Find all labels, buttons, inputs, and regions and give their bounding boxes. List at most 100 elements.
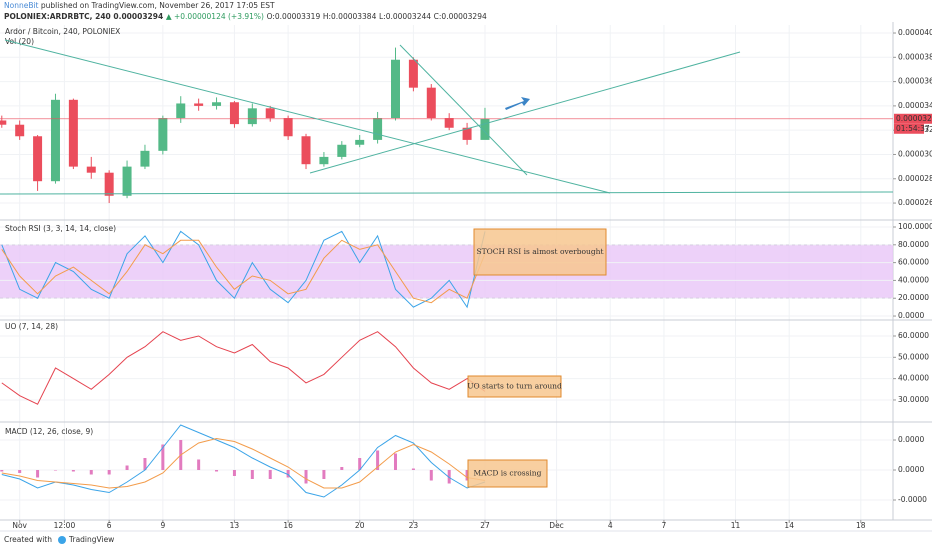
y-tick-label: 60.0000 bbox=[898, 258, 929, 267]
histogram-bar bbox=[0, 470, 4, 472]
y-tick-label: 0.00003000 bbox=[898, 149, 932, 158]
histogram-bar bbox=[18, 470, 22, 473]
histogram-bar bbox=[161, 444, 165, 470]
histogram-bar bbox=[250, 470, 254, 479]
footer-brand: TradingView bbox=[68, 535, 114, 544]
candle-body bbox=[426, 87, 436, 119]
y-tick-label: -0.0000 bbox=[898, 495, 927, 504]
ohlc-high: H:0.00003384 bbox=[323, 12, 377, 21]
candle-body bbox=[50, 99, 60, 182]
candle-body bbox=[140, 150, 150, 167]
panes: 0.00004000 0.00003800 0.00003600 0.00003400… bbox=[0, 22, 932, 530]
histogram-bar bbox=[215, 470, 219, 472]
candle-body bbox=[462, 127, 472, 140]
histogram-bar bbox=[358, 458, 362, 470]
trendline bbox=[309, 51, 741, 174]
candle-body bbox=[33, 136, 43, 182]
histogram-bar bbox=[447, 470, 451, 484]
y-tick-label: 0.0000 bbox=[898, 435, 924, 444]
histogram-bar bbox=[232, 470, 236, 476]
histogram-bar bbox=[322, 470, 326, 479]
x-tick-label: 13 bbox=[230, 521, 240, 530]
arrow bbox=[505, 97, 530, 110]
y-tick-label: 40.0000 bbox=[898, 374, 929, 383]
histogram-bar bbox=[143, 458, 147, 470]
y-tick-label: 50.0000 bbox=[898, 352, 929, 361]
series-line bbox=[1, 230, 486, 309]
candle-body bbox=[390, 59, 400, 119]
x-tick-label: Nov bbox=[12, 521, 27, 530]
candle-body bbox=[480, 118, 490, 140]
y-tick-label: 0.00004000 bbox=[898, 28, 932, 37]
histogram-bar bbox=[411, 468, 415, 470]
pane-title: Stoch RSI (3, 3, 14, 14, close) bbox=[5, 224, 116, 233]
annotation-text: STOCH RSI is almost overbought bbox=[476, 247, 603, 256]
pane-title: UO (7, 14, 28) bbox=[5, 322, 58, 331]
y-tick-label: 0.00003600 bbox=[898, 77, 932, 86]
pane-title: Ardor / Bitcoin, 240, POLONIEX bbox=[5, 27, 120, 36]
header-line: NonneBit published on TradingView.com, N… bbox=[4, 1, 275, 10]
drawings bbox=[0, 39, 894, 195]
candle-body bbox=[319, 156, 329, 165]
author: NonneBit bbox=[4, 1, 39, 10]
series-line bbox=[1, 239, 486, 304]
annotation-box bbox=[467, 459, 548, 488]
ohlc-open: O:0.00003319 bbox=[267, 12, 321, 21]
y-tick-label: 60.0000 bbox=[898, 331, 929, 340]
histogram-bar bbox=[125, 465, 129, 470]
footer-created: Created with bbox=[4, 535, 52, 544]
y-tick-label: 80.0000 bbox=[898, 240, 929, 249]
histogram-bar bbox=[89, 470, 93, 475]
y-tick-label: 0.00002600 bbox=[898, 198, 932, 207]
candle-body bbox=[265, 108, 275, 119]
candle-body bbox=[229, 102, 239, 125]
histogram-bar bbox=[429, 470, 433, 481]
y-tick-label: 0.0000 bbox=[898, 465, 924, 474]
x-tick-label: 6 bbox=[107, 521, 112, 530]
candle-body bbox=[212, 102, 222, 106]
candle-body bbox=[104, 172, 114, 196]
last: 0.00003294 bbox=[113, 12, 163, 21]
candle-body bbox=[194, 103, 204, 106]
candle-body bbox=[68, 99, 78, 167]
logo bbox=[58, 536, 66, 544]
x-tick-label: 7 bbox=[662, 521, 667, 530]
trendline bbox=[4, 39, 611, 194]
x-tick-label: 9 bbox=[160, 521, 165, 530]
x-tick-label: 20 bbox=[355, 521, 365, 530]
y-tick-label: 0.00002800 bbox=[898, 174, 932, 183]
candle-body bbox=[15, 124, 25, 137]
series-line bbox=[1, 424, 486, 498]
candle-body bbox=[444, 118, 454, 128]
symbol-line: POLONIEX:ARDRBTC, 240 0.00003294 ▲ +0.00… bbox=[4, 12, 487, 21]
ohlc-low: L:0.00003244 bbox=[379, 12, 431, 21]
x-tick-label: 12:00 bbox=[54, 521, 76, 530]
band bbox=[0, 244, 893, 299]
histogram-bar bbox=[393, 453, 397, 470]
countdown-bg bbox=[894, 123, 924, 134]
candle-body bbox=[158, 118, 168, 151]
x-tick-label: 16 bbox=[283, 521, 293, 530]
histogram-bar bbox=[36, 470, 40, 478]
y-tick-label: 0.00003400 bbox=[898, 101, 932, 110]
candle-body bbox=[176, 103, 186, 119]
change: ▲ +0.00000124 (+3.91%) bbox=[166, 12, 264, 21]
y-tick-label: 20.0000 bbox=[898, 293, 929, 302]
candle-body bbox=[301, 136, 311, 165]
candle-body bbox=[408, 59, 418, 88]
published: published on TradingView.com, November 2… bbox=[41, 1, 275, 10]
y-tick-label: 0.0000 bbox=[898, 311, 924, 320]
histogram-bar bbox=[268, 470, 272, 479]
x-tick-label: 14 bbox=[784, 521, 794, 530]
candle-body bbox=[247, 108, 257, 125]
price-tag: 0.00003294 bbox=[896, 114, 932, 123]
candle-body bbox=[355, 139, 365, 145]
histogram-bar bbox=[286, 470, 290, 478]
candle-body bbox=[337, 144, 347, 157]
histogram-bar bbox=[197, 459, 201, 470]
y-tick-label: 30.0000 bbox=[898, 395, 929, 404]
x-tick-label: 11 bbox=[731, 521, 741, 530]
candle-body bbox=[122, 166, 132, 196]
histogram-bar bbox=[304, 470, 308, 484]
